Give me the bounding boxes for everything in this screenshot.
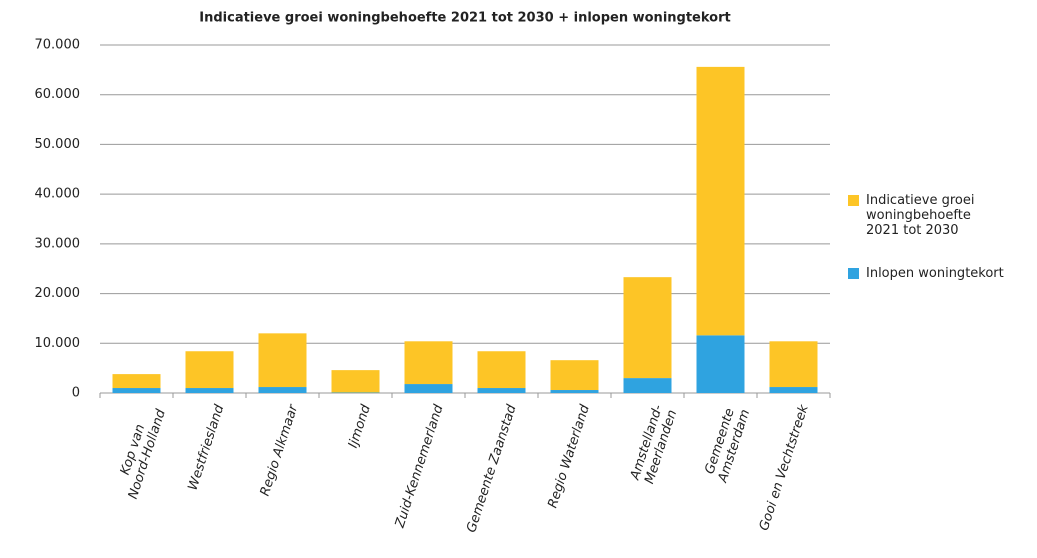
bar-segment xyxy=(258,333,307,388)
bar-segment xyxy=(185,351,234,389)
bar-segment xyxy=(112,374,161,389)
bar-segment xyxy=(477,351,526,389)
y-tick-label: 0 xyxy=(72,386,80,401)
bar-segment xyxy=(185,388,234,393)
y-tick-label: 60.000 xyxy=(35,87,81,102)
bar-segment xyxy=(331,370,380,393)
y-tick-label: 30.000 xyxy=(35,236,81,251)
y-tick-label: 10.000 xyxy=(35,336,81,351)
bar-segment xyxy=(696,335,745,393)
bar-segment xyxy=(404,384,453,393)
bar-segment xyxy=(623,378,672,393)
bar-segment xyxy=(696,66,745,336)
y-tick-label: 20.000 xyxy=(35,286,81,301)
legend-swatch xyxy=(848,195,859,206)
bar-segment xyxy=(550,390,599,393)
y-tick-label: 70.000 xyxy=(35,38,81,53)
bar-segment xyxy=(550,360,599,391)
y-tick-label: 50.000 xyxy=(35,137,81,152)
bar-segment xyxy=(112,388,161,393)
bar-segment xyxy=(404,341,453,385)
legend-swatch xyxy=(848,268,859,279)
legend-label: Inlopen woningtekort xyxy=(866,266,1004,281)
y-tick-label: 40.000 xyxy=(35,187,81,202)
legend-label: Indicatieve groei woningbehoefte 2021 to… xyxy=(866,193,975,238)
bar-segment xyxy=(769,387,818,393)
bar-segment xyxy=(623,277,672,379)
bar-segment xyxy=(258,387,307,393)
bar-segment xyxy=(769,341,818,388)
chart-title: Indicatieve groei woningbehoefte 2021 to… xyxy=(199,11,730,26)
bar-segment xyxy=(477,388,526,393)
